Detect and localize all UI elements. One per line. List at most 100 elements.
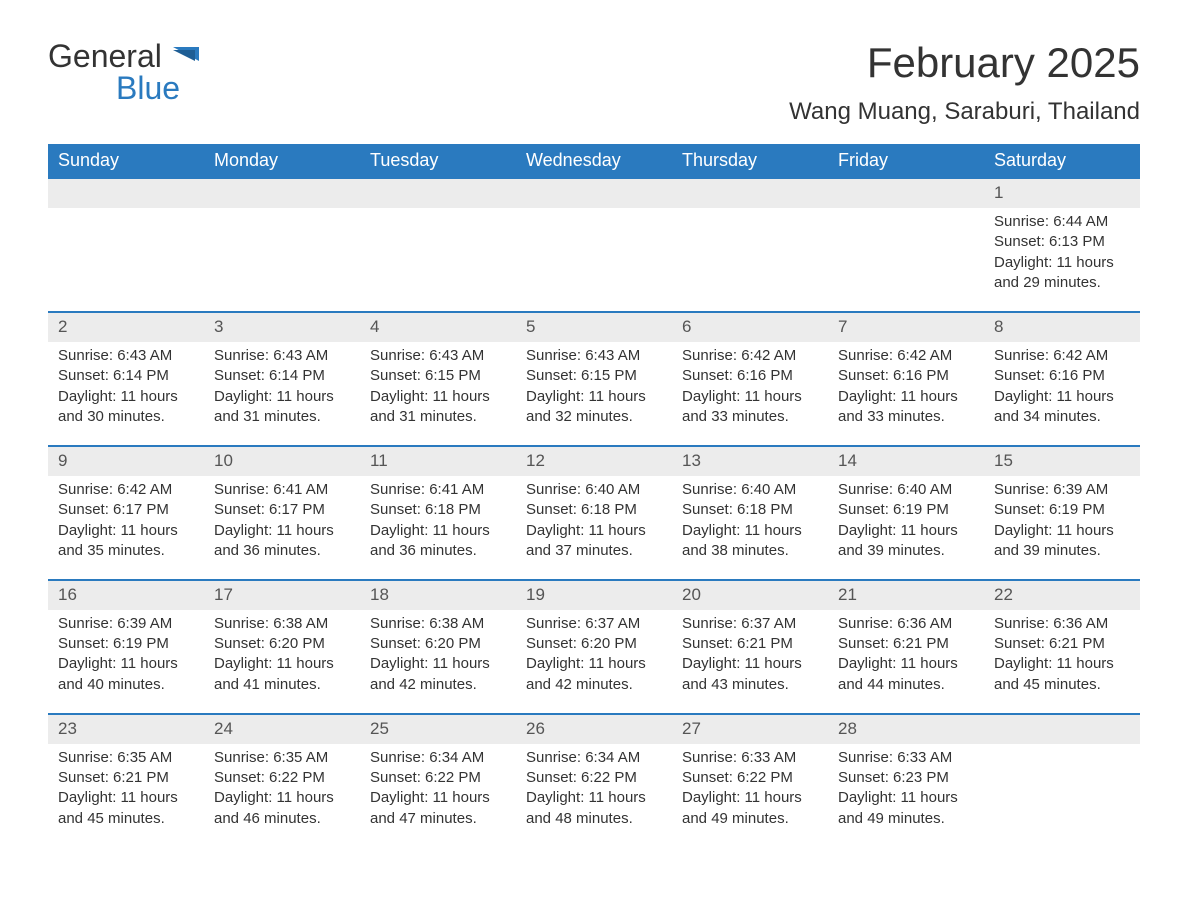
day-number: 5 <box>516 312 672 342</box>
sunset-line: Sunset: 6:16 PM <box>682 366 818 386</box>
sunset-line: Sunset: 6:21 PM <box>838 634 974 654</box>
sunrise-line: Sunrise: 6:42 AM <box>58 480 194 500</box>
sunrise-line: Sunrise: 6:42 AM <box>682 346 818 366</box>
daylight-line: Daylight: 11 hours and 41 minutes. <box>214 654 350 695</box>
sunrise-line: Sunrise: 6:39 AM <box>58 614 194 634</box>
sunrise-line: Sunrise: 6:43 AM <box>58 346 194 366</box>
empty-cell <box>828 178 984 208</box>
daylight-line: Daylight: 11 hours and 30 minutes. <box>58 387 194 428</box>
sunset-line: Sunset: 6:17 PM <box>58 500 194 520</box>
empty-cell <box>984 744 1140 847</box>
day-info: Sunrise: 6:37 AMSunset: 6:21 PMDaylight:… <box>672 610 828 714</box>
day-info: Sunrise: 6:39 AMSunset: 6:19 PMDaylight:… <box>48 610 204 714</box>
daylight-line: Daylight: 11 hours and 46 minutes. <box>214 788 350 829</box>
day-info: Sunrise: 6:39 AMSunset: 6:19 PMDaylight:… <box>984 476 1140 580</box>
sunset-line: Sunset: 6:17 PM <box>214 500 350 520</box>
sunrise-line: Sunrise: 6:42 AM <box>838 346 974 366</box>
daylight-line: Daylight: 11 hours and 39 minutes. <box>838 521 974 562</box>
calendar-header-row: SundayMondayTuesdayWednesdayThursdayFrid… <box>48 144 1140 178</box>
day-number-row: 1 <box>48 178 1140 208</box>
day-info: Sunrise: 6:33 AMSunset: 6:23 PMDaylight:… <box>828 744 984 847</box>
sunset-line: Sunset: 6:18 PM <box>370 500 506 520</box>
empty-cell <box>516 208 672 312</box>
empty-cell <box>516 178 672 208</box>
day-info-row: Sunrise: 6:44 AMSunset: 6:13 PMDaylight:… <box>48 208 1140 312</box>
sunset-line: Sunset: 6:23 PM <box>838 768 974 788</box>
day-info: Sunrise: 6:36 AMSunset: 6:21 PMDaylight:… <box>828 610 984 714</box>
daylight-line: Daylight: 11 hours and 33 minutes. <box>838 387 974 428</box>
weekday-header: Sunday <box>48 144 204 178</box>
logo-flag-icon <box>173 47 207 69</box>
day-number: 27 <box>672 714 828 744</box>
day-number: 24 <box>204 714 360 744</box>
day-number: 3 <box>204 312 360 342</box>
day-info-row: Sunrise: 6:42 AMSunset: 6:17 PMDaylight:… <box>48 476 1140 580</box>
sunrise-line: Sunrise: 6:33 AM <box>682 748 818 768</box>
sunset-line: Sunset: 6:13 PM <box>994 232 1130 252</box>
daylight-line: Daylight: 11 hours and 36 minutes. <box>214 521 350 562</box>
day-info: Sunrise: 6:34 AMSunset: 6:22 PMDaylight:… <box>360 744 516 847</box>
sunrise-line: Sunrise: 6:41 AM <box>214 480 350 500</box>
day-info: Sunrise: 6:33 AMSunset: 6:22 PMDaylight:… <box>672 744 828 847</box>
day-info: Sunrise: 6:43 AMSunset: 6:14 PMDaylight:… <box>48 342 204 446</box>
day-number-row: 232425262728 <box>48 714 1140 744</box>
empty-cell <box>984 714 1140 744</box>
day-number: 9 <box>48 446 204 476</box>
sunset-line: Sunset: 6:18 PM <box>682 500 818 520</box>
sunset-line: Sunset: 6:22 PM <box>214 768 350 788</box>
day-number: 11 <box>360 446 516 476</box>
day-number: 26 <box>516 714 672 744</box>
day-info: Sunrise: 6:41 AMSunset: 6:18 PMDaylight:… <box>360 476 516 580</box>
sunrise-line: Sunrise: 6:43 AM <box>370 346 506 366</box>
daylight-line: Daylight: 11 hours and 45 minutes. <box>994 654 1130 695</box>
location: Wang Muang, Saraburi, Thailand <box>789 98 1140 126</box>
day-info: Sunrise: 6:36 AMSunset: 6:21 PMDaylight:… <box>984 610 1140 714</box>
sunset-line: Sunset: 6:20 PM <box>370 634 506 654</box>
weekday-header: Thursday <box>672 144 828 178</box>
daylight-line: Daylight: 11 hours and 35 minutes. <box>58 521 194 562</box>
day-number: 19 <box>516 580 672 610</box>
day-info: Sunrise: 6:35 AMSunset: 6:22 PMDaylight:… <box>204 744 360 847</box>
day-number: 14 <box>828 446 984 476</box>
sunset-line: Sunset: 6:19 PM <box>58 634 194 654</box>
empty-cell <box>828 208 984 312</box>
sunrise-line: Sunrise: 6:36 AM <box>838 614 974 634</box>
day-number: 21 <box>828 580 984 610</box>
sunrise-line: Sunrise: 6:43 AM <box>526 346 662 366</box>
day-info: Sunrise: 6:43 AMSunset: 6:15 PMDaylight:… <box>360 342 516 446</box>
day-info: Sunrise: 6:35 AMSunset: 6:21 PMDaylight:… <box>48 744 204 847</box>
daylight-line: Daylight: 11 hours and 38 minutes. <box>682 521 818 562</box>
sunset-line: Sunset: 6:16 PM <box>838 366 974 386</box>
sunrise-line: Sunrise: 6:39 AM <box>994 480 1130 500</box>
day-info: Sunrise: 6:40 AMSunset: 6:19 PMDaylight:… <box>828 476 984 580</box>
day-number: 7 <box>828 312 984 342</box>
day-info: Sunrise: 6:42 AMSunset: 6:17 PMDaylight:… <box>48 476 204 580</box>
day-info: Sunrise: 6:40 AMSunset: 6:18 PMDaylight:… <box>672 476 828 580</box>
empty-cell <box>360 178 516 208</box>
daylight-line: Daylight: 11 hours and 29 minutes. <box>994 253 1130 294</box>
empty-cell <box>204 178 360 208</box>
day-info: Sunrise: 6:37 AMSunset: 6:20 PMDaylight:… <box>516 610 672 714</box>
sunrise-line: Sunrise: 6:35 AM <box>214 748 350 768</box>
sunrise-line: Sunrise: 6:41 AM <box>370 480 506 500</box>
day-number: 25 <box>360 714 516 744</box>
daylight-line: Daylight: 11 hours and 47 minutes. <box>370 788 506 829</box>
logo-word-2: Blue <box>116 70 180 106</box>
day-info: Sunrise: 6:43 AMSunset: 6:14 PMDaylight:… <box>204 342 360 446</box>
sunrise-line: Sunrise: 6:37 AM <box>526 614 662 634</box>
daylight-line: Daylight: 11 hours and 32 minutes. <box>526 387 662 428</box>
day-info: Sunrise: 6:38 AMSunset: 6:20 PMDaylight:… <box>204 610 360 714</box>
sunset-line: Sunset: 6:14 PM <box>58 366 194 386</box>
day-info-row: Sunrise: 6:43 AMSunset: 6:14 PMDaylight:… <box>48 342 1140 446</box>
sunrise-line: Sunrise: 6:37 AM <box>682 614 818 634</box>
sunrise-line: Sunrise: 6:34 AM <box>526 748 662 768</box>
sunset-line: Sunset: 6:14 PM <box>214 366 350 386</box>
day-number: 20 <box>672 580 828 610</box>
day-info: Sunrise: 6:42 AMSunset: 6:16 PMDaylight:… <box>672 342 828 446</box>
day-number: 12 <box>516 446 672 476</box>
day-number: 23 <box>48 714 204 744</box>
empty-cell <box>672 178 828 208</box>
daylight-line: Daylight: 11 hours and 43 minutes. <box>682 654 818 695</box>
day-info: Sunrise: 6:38 AMSunset: 6:20 PMDaylight:… <box>360 610 516 714</box>
sunset-line: Sunset: 6:15 PM <box>370 366 506 386</box>
